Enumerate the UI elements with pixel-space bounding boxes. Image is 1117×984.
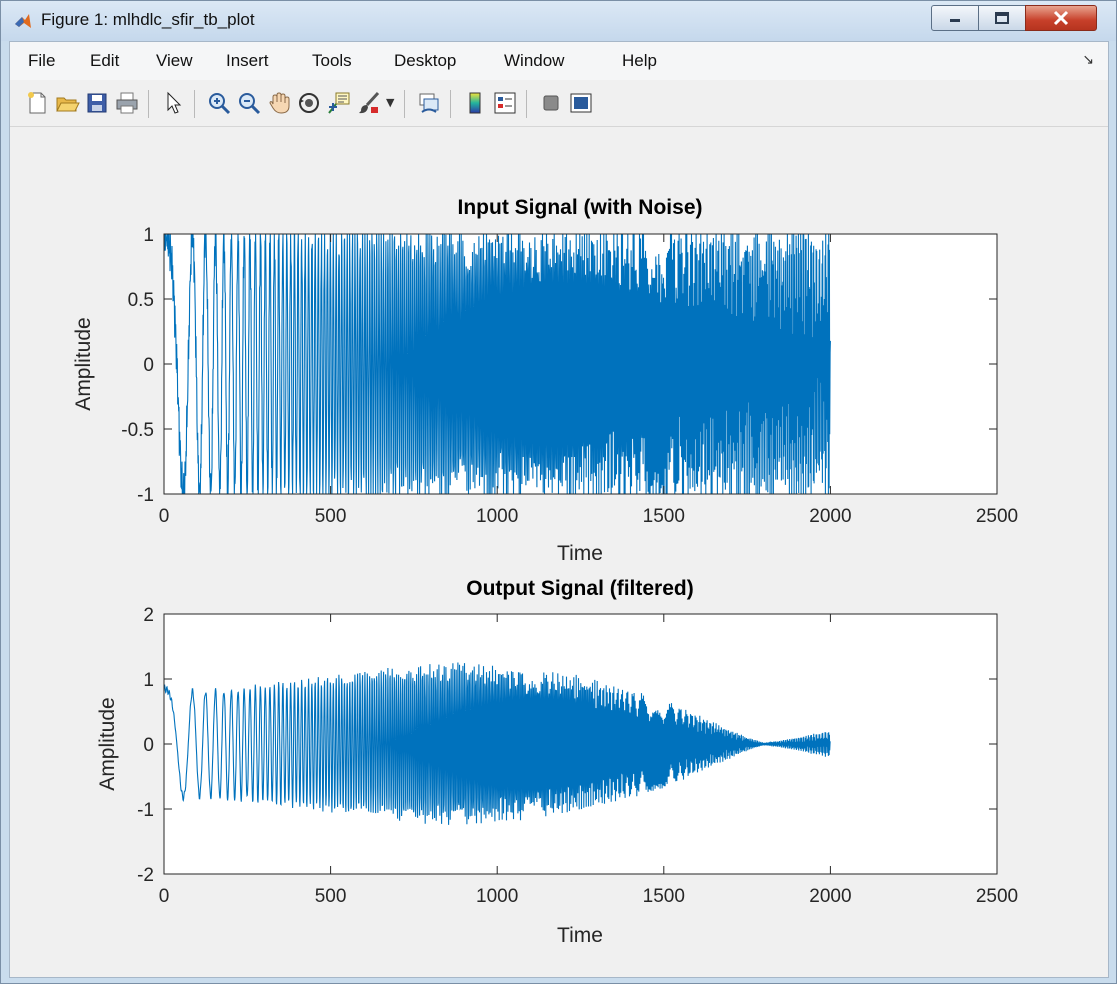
- chevron-down-icon[interactable]: ▼: [386, 96, 395, 109]
- input-y-tick-label: 0.5: [128, 290, 154, 311]
- legend-icon[interactable]: [492, 90, 518, 116]
- input-x-tick-label: 1000: [476, 506, 518, 527]
- link-plot-icon[interactable]: [416, 90, 442, 116]
- pointer-icon[interactable]: [160, 90, 186, 116]
- output-plot-title: Output Signal (filtered): [466, 577, 693, 600]
- data-cursor-icon[interactable]: [326, 90, 352, 116]
- menu-help[interactable]: Help: [622, 51, 657, 70]
- window-title: Figure 1: mlhdlc_sfir_tb_plot: [41, 10, 255, 29]
- toolbar-separator: [450, 90, 451, 118]
- input-x-tick-label: 2500: [976, 506, 1018, 527]
- output-signal-line: [164, 662, 831, 825]
- input-x-axis-label: Time: [557, 542, 603, 565]
- save-icon[interactable]: [84, 90, 110, 116]
- output-y-tick-label: -1: [137, 800, 154, 821]
- colorbar-icon[interactable]: [462, 90, 488, 116]
- input-x-tick-label: 500: [315, 506, 347, 527]
- menu-window[interactable]: Window: [504, 51, 565, 70]
- close-icon: [1053, 10, 1069, 26]
- maximize-button[interactable]: [978, 5, 1026, 31]
- figure-canvas: 0 500 1000 1500 2000 2500-1-0.500.51 Input Si…: [72, 196, 1018, 947]
- input-y-axis-label: Amplitude: [72, 317, 95, 410]
- axes-output-signal[interactable]: 0 500 1000 1500 2000 2500 -2 -1 0 1 2 Output Signa…: [96, 577, 1018, 947]
- zoom-out-icon[interactable]: [236, 90, 262, 116]
- axes-ticks: 0 500 1000 1500 2000 2500 -1 -0.5 0 0.5 1: [121, 225, 1018, 527]
- menu-tools[interactable]: Tools: [312, 51, 352, 70]
- dock-arrow-icon[interactable]: ↘: [1082, 52, 1094, 68]
- pan-hand-icon[interactable]: [266, 90, 292, 116]
- menu-view[interactable]: View: [156, 51, 193, 70]
- output-x-tick-label: 0: [159, 886, 170, 907]
- brush-icon[interactable]: [356, 90, 382, 116]
- toolbar-separator: [404, 90, 405, 118]
- menu-file[interactable]: File: [28, 51, 56, 70]
- input-x-tick-label: 0: [159, 506, 170, 527]
- open-file-icon[interactable]: [54, 90, 80, 116]
- zoom-in-icon[interactable]: [206, 90, 232, 116]
- output-y-tick-label: 1: [143, 670, 154, 691]
- toolbar-separator: [194, 90, 195, 118]
- input-plot-title: Input Signal (with Noise): [458, 196, 703, 219]
- input-signal-line: [164, 234, 831, 494]
- menu-desktop[interactable]: Desktop: [394, 51, 457, 70]
- plot-area: 0 500 1000 1500 2000 2500 -1 -0.5 0 0.5 1 Input Si…: [10, 127, 1108, 977]
- output-x-tick-label: 1000: [476, 886, 518, 907]
- menu-bar: File Edit View Insert Tools Desktop Wind…: [10, 42, 1108, 81]
- input-y-tick-label: -1: [137, 485, 154, 506]
- output-y-axis-label: Amplitude: [96, 697, 119, 790]
- input-x-tick-label: 1500: [643, 506, 685, 527]
- print-icon[interactable]: [114, 90, 140, 116]
- figure-client: File Edit View Insert Tools Desktop Wind…: [9, 41, 1109, 978]
- output-x-tick-label: 1500: [643, 886, 685, 907]
- input-x-tick-label: 2000: [809, 506, 851, 527]
- toolbar-separator: [526, 90, 527, 118]
- minimize-button[interactable]: [931, 5, 979, 31]
- axes-input-signal[interactable]: 0 500 1000 1500 2000 2500 -1 -0.5 0 0.5 1 Input Si…: [72, 196, 1018, 565]
- input-y-tick-label: 0: [143, 355, 154, 376]
- figure-toolbar: ▼: [10, 80, 1108, 127]
- output-y-tick-label: 2: [143, 605, 154, 626]
- output-x-tick-label: 2500: [976, 886, 1018, 907]
- input-y-tick-label: -0.5: [121, 420, 154, 441]
- close-button[interactable]: [1025, 5, 1097, 31]
- show-plot-tools-icon[interactable]: [568, 90, 594, 116]
- output-y-tick-label: -2: [137, 865, 154, 886]
- menu-insert[interactable]: Insert: [226, 51, 269, 70]
- title-bar[interactable]: Figure 1: mlhdlc_sfir_tb_plot: [1, 1, 1116, 41]
- axes-ticks: 0 500 1000 1500 2000 2500 -2 -1 0 1 2: [137, 605, 1018, 907]
- output-x-tick-label: 500: [315, 886, 347, 907]
- maximize-icon: [995, 12, 1009, 24]
- output-x-axis-label: Time: [557, 924, 603, 947]
- minimize-icon: [950, 19, 960, 22]
- hide-plot-tools-icon[interactable]: [538, 90, 564, 116]
- input-y-tick-label: 1: [143, 225, 154, 246]
- menu-edit[interactable]: Edit: [90, 51, 120, 70]
- output-y-tick-label: 0: [143, 735, 154, 756]
- matlab-icon: [15, 14, 31, 28]
- output-x-tick-label: 2000: [809, 886, 851, 907]
- rotate-3d-icon[interactable]: [296, 90, 322, 116]
- toolbar-separator: [148, 90, 149, 118]
- new-figure-icon[interactable]: [24, 90, 50, 116]
